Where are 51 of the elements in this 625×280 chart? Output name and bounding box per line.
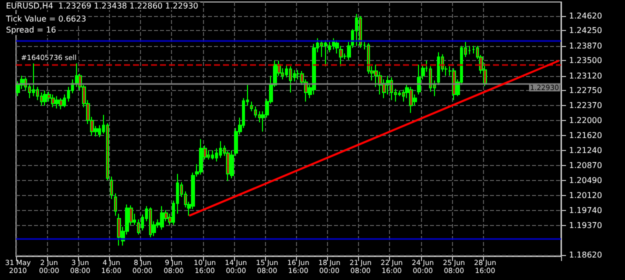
- y-tick-label: 1.21240: [569, 146, 602, 156]
- candlestick: [55, 96, 59, 109]
- annotation: Tick Value = 0.6623: [5, 14, 86, 24]
- candlestick: [339, 45, 343, 67]
- candlestick: [429, 66, 432, 92]
- y-tick-label: 1.22370: [569, 101, 602, 110]
- candlestick: [254, 106, 257, 118]
- candlestick: [207, 150, 210, 160]
- y-tick-label: 1.20120: [569, 190, 602, 200]
- candlestick: [149, 206, 152, 238]
- y-tick-label: 1.23120: [569, 71, 602, 80]
- candlestick: [114, 192, 117, 216]
- candlestick: [437, 52, 440, 86]
- candlestick: [59, 98, 63, 110]
- candlestick: [332, 38, 335, 50]
- y-tick-label: 1.18620: [569, 250, 602, 260]
- y-tick-label: 1.22750: [569, 86, 602, 96]
- y-tick-label: 1.24250: [569, 26, 602, 36]
- candlestick: [324, 40, 327, 67]
- annotation: Spread = 16: [6, 26, 56, 34]
- candlestick: [117, 213, 121, 246]
- candlestick: [219, 140, 222, 158]
- y-tick-label: 1.24620: [569, 11, 602, 20]
- y-tick-label: 1.19740: [569, 206, 602, 216]
- y-tick-label: 1.21620: [569, 131, 602, 140]
- candlestick: [468, 45, 471, 55]
- candlestick: [43, 90, 47, 106]
- y-tick-label: 1.19370: [569, 220, 602, 230]
- y-tick-label: 1.22000: [569, 116, 602, 125]
- candlestick: [452, 68, 456, 101]
- candlestick: [296, 70, 300, 80]
- y-tick-label: 1.20870: [569, 160, 602, 170]
- candlestick: [402, 89, 405, 102]
- candlestick: [137, 218, 140, 235]
- y-tick-label: 1.20490: [569, 176, 602, 186]
- candlestick: [32, 62, 35, 97]
- candlestick: [359, 15, 362, 48]
- candlestick: [211, 150, 214, 160]
- candlestick: [199, 138, 203, 176]
- candlestick: [355, 13, 358, 46]
- candlestick: [110, 176, 113, 200]
- candlestick: [390, 76, 393, 101]
- chart-title: EURUSD,H4 1.23269 1.23438 1.22860 1.22930: [6, 2, 198, 10]
- candlestick: [160, 206, 164, 230]
- candlestick: [51, 94, 55, 108]
- candlestick: [250, 101, 253, 112]
- candlestick: [289, 66, 292, 94]
- y-tick-label: 1.23500: [569, 56, 602, 66]
- candlestick: [417, 64, 421, 96]
- candlestick: [409, 86, 413, 114]
- y-tick-label: 1.23870: [569, 41, 602, 50]
